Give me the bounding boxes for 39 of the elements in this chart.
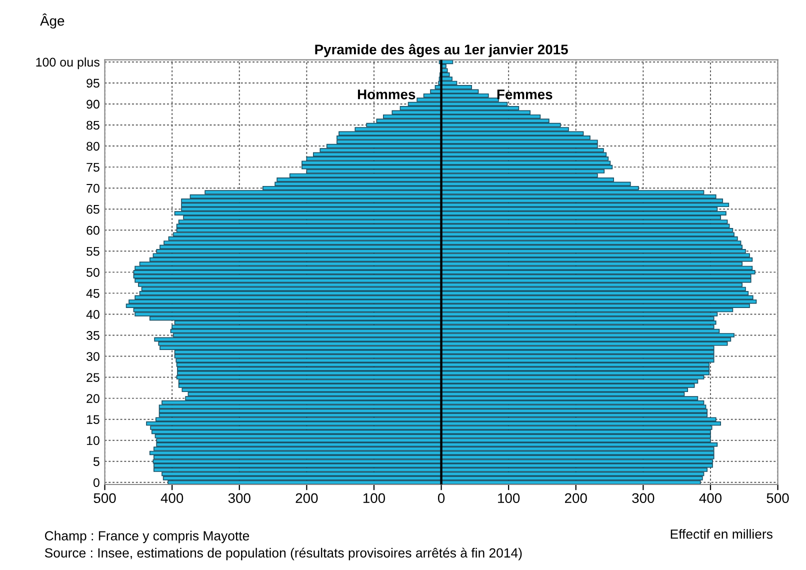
- x-tick-label: 500: [94, 493, 116, 504]
- y-axis-title: Âge: [40, 14, 64, 29]
- text: Champ : France y compris Mayotte: [45, 530, 250, 544]
- y-tick-label: 75: [86, 162, 100, 172]
- y-tick-label: 15: [86, 415, 100, 424]
- y-tick-label: 50: [86, 268, 100, 277]
- y-tick-label: 65: [86, 204, 100, 214]
- x-tick-label: 100: [498, 493, 520, 504]
- x-tick-label: 0: [438, 493, 445, 504]
- x-tick-label: 400: [160, 493, 184, 504]
- x-tick-label: 100: [363, 493, 386, 504]
- x-tick-label: 200: [296, 493, 318, 504]
- series-label: Hommes: [358, 90, 416, 100]
- x-tick-label: 400: [699, 493, 722, 504]
- y-tick-label: 20: [86, 394, 100, 403]
- x-tick-label: 300: [228, 493, 250, 504]
- y-tick-label: 40: [86, 310, 100, 319]
- y-tick-label: 100 ou plus: [36, 57, 100, 70]
- y-tick-label: 90: [86, 100, 100, 109]
- y-tick-label: 0: [93, 478, 100, 488]
- y-tick-label: 85: [86, 120, 100, 130]
- y-tick-label: 95: [86, 78, 100, 88]
- y-tick-label: 25: [86, 373, 100, 382]
- y-tick-label: 70: [86, 184, 100, 193]
- y-tick-label: 10: [86, 436, 100, 446]
- source-note: Source : Insee, estimations de population (résultats provisoires arrêtés à fin 2014): [44, 548, 522, 560]
- y-tick-label: 5: [93, 457, 100, 466]
- y-tick-label: 60: [86, 226, 100, 235]
- y-tick-label: 35: [86, 331, 100, 340]
- chart-title: Pyramide des âges au 1er janvier 2015: [315, 44, 568, 58]
- y-tick-label: 45: [86, 289, 100, 298]
- x-tick-label: 300: [632, 493, 654, 504]
- x-tick-label: 200: [565, 493, 587, 504]
- y-tick-label: 55: [86, 247, 100, 256]
- y-tick-label: 80: [86, 142, 100, 151]
- x-axis-title: Effectif en milliers: [670, 529, 772, 539]
- series-label: Femmes: [497, 90, 552, 100]
- x-tick-label: 500: [766, 493, 789, 504]
- y-tick-label: 30: [86, 352, 100, 361]
